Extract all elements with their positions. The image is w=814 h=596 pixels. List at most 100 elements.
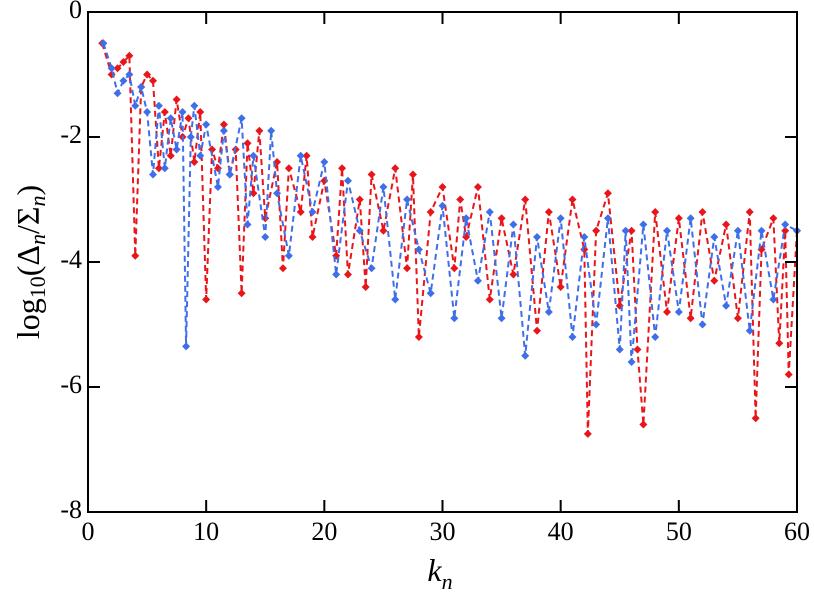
data-point <box>784 370 793 379</box>
data-point <box>320 158 329 166</box>
data-point <box>533 326 542 335</box>
data-point <box>284 251 293 260</box>
x-tick-label: 40 <box>548 517 574 546</box>
data-point <box>473 183 482 191</box>
data-point <box>255 126 264 135</box>
x-tick-label: 50 <box>666 517 692 546</box>
data-point <box>202 295 211 304</box>
data-point <box>154 101 163 110</box>
data-point <box>781 226 790 235</box>
data-point <box>603 214 612 223</box>
data-point <box>338 164 347 173</box>
data-point <box>243 220 252 229</box>
data-point <box>438 183 447 191</box>
data-point <box>674 308 683 316</box>
data-point <box>775 339 784 348</box>
data-point <box>521 351 530 360</box>
data-point <box>781 220 790 229</box>
data-point <box>639 420 648 429</box>
series-line <box>102 42 798 363</box>
y-tick-label: -2 <box>60 120 82 149</box>
data-point <box>603 189 612 198</box>
data-point <box>568 333 577 341</box>
data-point <box>125 51 134 60</box>
data-point <box>408 170 417 179</box>
data-point <box>343 176 352 185</box>
data-point <box>710 276 719 285</box>
data-point <box>438 201 447 210</box>
data-point <box>769 214 778 223</box>
data-point <box>107 64 116 73</box>
data-point <box>414 245 423 254</box>
data-point <box>698 320 707 329</box>
data-point <box>343 270 352 279</box>
data-point <box>355 226 364 235</box>
data-point <box>391 164 400 173</box>
data-point <box>243 139 252 148</box>
data-point <box>583 429 592 438</box>
data-point <box>497 314 506 323</box>
data-point <box>592 226 601 235</box>
data-point <box>745 208 754 216</box>
data-point <box>190 158 199 166</box>
data-point <box>698 208 707 216</box>
data-point <box>674 214 683 223</box>
y-tick-label: 0 <box>69 0 82 24</box>
data-point <box>308 208 317 216</box>
data-point <box>249 189 258 198</box>
data-point <box>686 314 695 323</box>
data-point <box>143 70 152 79</box>
data-point <box>485 295 494 304</box>
data-point <box>521 195 530 204</box>
data-point <box>663 226 672 235</box>
data-point <box>379 226 388 235</box>
data-point <box>219 120 228 129</box>
data-point <box>202 120 211 129</box>
data-point <box>556 214 565 223</box>
data-point <box>308 233 317 241</box>
data-point <box>131 251 140 260</box>
data-point <box>208 145 217 154</box>
data-point <box>219 126 228 135</box>
data-point <box>733 314 742 323</box>
data-point <box>125 70 134 79</box>
y-tick-label: -4 <box>60 245 82 274</box>
x-tick-label: 10 <box>193 517 219 546</box>
data-point <box>296 151 305 160</box>
data-point <box>190 101 199 110</box>
data-point <box>403 195 412 204</box>
data-point <box>143 108 152 116</box>
data-point <box>119 76 128 85</box>
y-label-part: (Δ <box>10 245 46 276</box>
data-point <box>568 195 577 204</box>
data-point <box>249 151 258 160</box>
data-point <box>456 195 465 204</box>
y-tick-label: -6 <box>60 370 82 399</box>
data-point <box>119 58 128 66</box>
data-point <box>722 301 731 310</box>
data-point <box>148 170 157 179</box>
data-point <box>544 208 553 216</box>
data-point <box>184 114 193 123</box>
data-point <box>462 214 471 223</box>
data-point <box>261 233 270 241</box>
data-point <box>182 342 191 351</box>
data-point <box>627 358 636 366</box>
data-point <box>663 308 672 316</box>
data-point <box>403 264 412 273</box>
data-point <box>533 233 542 241</box>
data-point <box>166 151 175 160</box>
data-point <box>733 226 742 235</box>
x-tick-label: 0 <box>82 517 95 546</box>
series-line <box>101 42 798 434</box>
data-point <box>332 270 341 279</box>
data-point <box>722 220 731 229</box>
data-point <box>113 89 122 98</box>
data-point <box>556 283 565 291</box>
plot-frame <box>87 11 798 513</box>
data-point <box>615 345 624 354</box>
data-point <box>379 183 388 191</box>
data-point <box>284 164 293 173</box>
data-point <box>172 95 181 104</box>
y-label-sub: n <box>25 196 50 207</box>
